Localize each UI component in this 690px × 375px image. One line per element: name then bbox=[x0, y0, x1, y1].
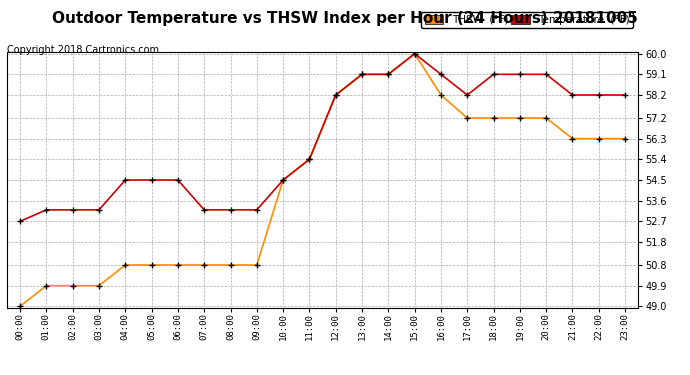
Text: Copyright 2018 Cartronics.com: Copyright 2018 Cartronics.com bbox=[7, 45, 159, 55]
Legend: THSW  (°F), Temperature  (°F): THSW (°F), Temperature (°F) bbox=[422, 12, 633, 28]
Text: Outdoor Temperature vs THSW Index per Hour (24 Hours) 20181005: Outdoor Temperature vs THSW Index per Ho… bbox=[52, 11, 638, 26]
